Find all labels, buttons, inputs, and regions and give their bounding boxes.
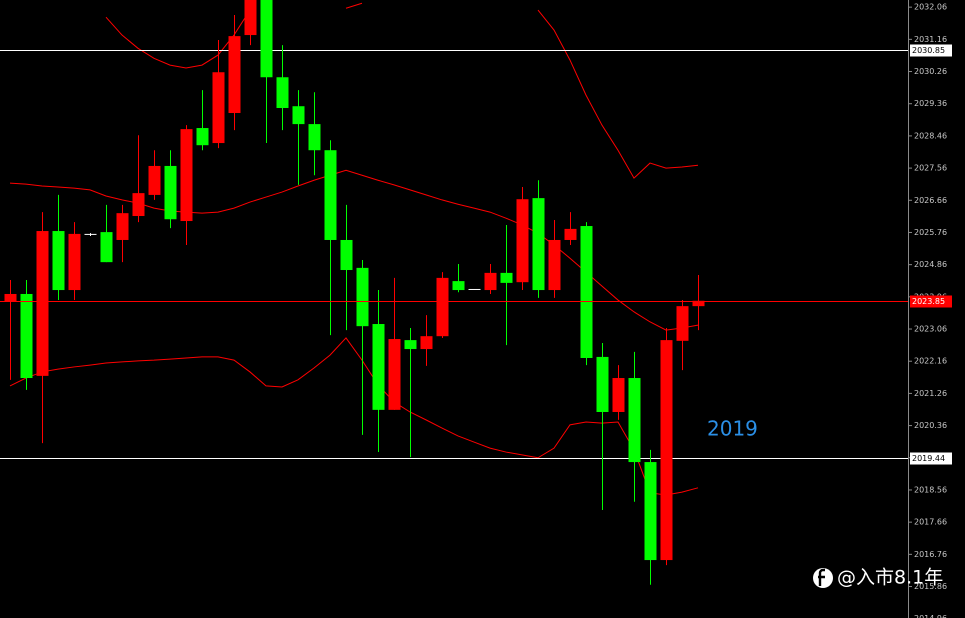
level-label: 2030.85 bbox=[912, 46, 945, 55]
candle-body bbox=[580, 226, 593, 358]
y-tick-label: 2021.26 bbox=[914, 389, 947, 398]
candle-body bbox=[276, 77, 289, 109]
candle-body bbox=[660, 340, 673, 561]
level-label-box bbox=[910, 44, 952, 57]
y-tick-label: 2017.66 bbox=[914, 518, 947, 527]
candle-body bbox=[628, 378, 641, 463]
candle-body bbox=[484, 272, 497, 291]
candle-body bbox=[692, 300, 705, 307]
candle-body bbox=[180, 129, 193, 222]
candle-body bbox=[228, 36, 241, 114]
level-label-box bbox=[910, 295, 952, 308]
candle-body bbox=[612, 378, 625, 412]
candle-body bbox=[212, 72, 225, 144]
y-tick-label: 2018.56 bbox=[914, 485, 947, 494]
y-tick-label: 2028.46 bbox=[914, 131, 947, 140]
candle-body bbox=[532, 198, 545, 291]
axis-labels: 2032.06 2031.16 2030.26 2029.36 2028.46 2027.… bbox=[908, 3, 952, 618]
candle-body bbox=[260, 0, 273, 78]
candle-body bbox=[36, 231, 49, 376]
y-tick-label: 2030.26 bbox=[914, 67, 947, 76]
level-label-box bbox=[910, 452, 952, 465]
y-tick-label: 2014.96 bbox=[914, 614, 947, 618]
plot-area bbox=[0, 0, 908, 585]
candle-body bbox=[244, 0, 257, 36]
watermark-icon-glyph bbox=[818, 568, 825, 586]
watermark: @入市8.1年 bbox=[837, 567, 943, 589]
watermark-group: @入市8.1年 bbox=[813, 567, 943, 589]
level-label: 2019.44 bbox=[912, 454, 945, 463]
y-tick-label: 2016.76 bbox=[914, 550, 947, 559]
candle-body bbox=[420, 336, 433, 350]
candle-body bbox=[4, 293, 17, 302]
candle-body bbox=[356, 267, 369, 327]
candle-body bbox=[372, 324, 385, 410]
y-tick-label: 2031.16 bbox=[914, 35, 947, 44]
y-tick-label: 2024.86 bbox=[914, 260, 947, 269]
candle-body bbox=[132, 193, 145, 217]
candle-body bbox=[164, 165, 177, 220]
candle-body bbox=[324, 150, 337, 240]
y-tick-label: 2015.86 bbox=[914, 582, 947, 591]
y-tick-label: 2022.16 bbox=[914, 357, 947, 366]
candle-body bbox=[20, 293, 33, 379]
band-line bbox=[9, 337, 699, 496]
candle-body bbox=[148, 165, 161, 195]
candle-body bbox=[644, 462, 657, 561]
candle-body bbox=[340, 239, 353, 271]
candle-body bbox=[84, 233, 97, 235]
candle-body bbox=[68, 233, 81, 291]
y-tick-label: 2029.36 bbox=[914, 99, 947, 108]
annotation: 2019 bbox=[707, 417, 758, 441]
y-tick-label: 2023.06 bbox=[914, 325, 947, 334]
candle-body bbox=[404, 340, 417, 350]
candle-body bbox=[676, 306, 689, 341]
candle-body bbox=[548, 239, 561, 291]
candle-body bbox=[596, 356, 609, 412]
candle-body bbox=[468, 288, 481, 290]
candle-body bbox=[292, 106, 305, 125]
candle-body bbox=[436, 277, 449, 337]
y-tick-label: 2020.36 bbox=[914, 421, 947, 430]
candle-body bbox=[100, 232, 113, 263]
level-label: 2023.85 bbox=[912, 297, 945, 306]
candle-body bbox=[196, 128, 209, 146]
candle-body bbox=[116, 213, 129, 240]
candle-body bbox=[388, 339, 401, 410]
candle-body bbox=[516, 199, 529, 283]
y-tick-label: 2026.66 bbox=[914, 196, 947, 205]
y-tick-label: 2027.56 bbox=[914, 164, 947, 173]
candle-body bbox=[52, 231, 65, 291]
y-tick-label: 2025.76 bbox=[914, 228, 947, 237]
candle-body bbox=[564, 228, 577, 240]
candle-body bbox=[452, 281, 465, 291]
candle-body bbox=[500, 272, 513, 283]
y-tick-label: 2032.06 bbox=[914, 3, 947, 12]
candle-body bbox=[308, 124, 321, 151]
